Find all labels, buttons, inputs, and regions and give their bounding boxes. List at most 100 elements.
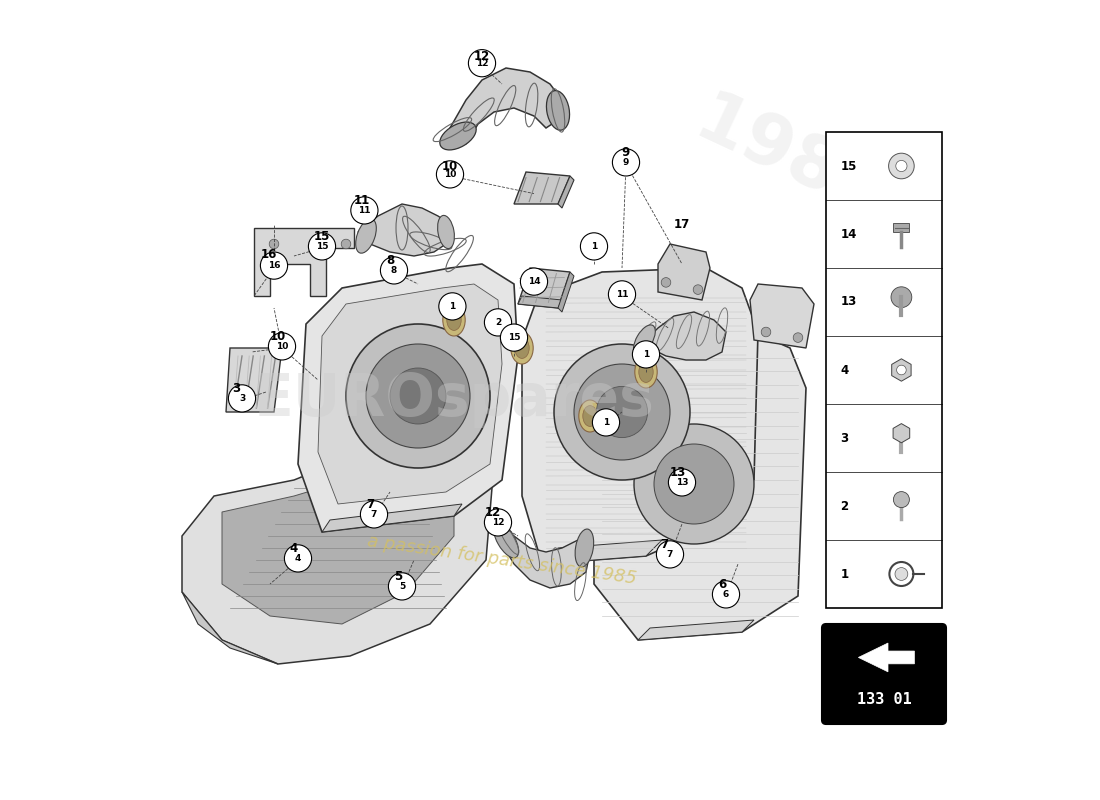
Circle shape — [390, 368, 446, 424]
Polygon shape — [558, 272, 574, 312]
Circle shape — [761, 327, 771, 337]
Polygon shape — [182, 592, 278, 664]
Text: 16: 16 — [267, 261, 280, 270]
Polygon shape — [222, 448, 454, 624]
Circle shape — [896, 365, 906, 374]
Circle shape — [895, 160, 908, 172]
Ellipse shape — [440, 122, 476, 150]
Text: 3: 3 — [239, 394, 245, 403]
Text: 8: 8 — [390, 266, 397, 275]
Text: 3: 3 — [232, 382, 241, 394]
Circle shape — [669, 469, 695, 496]
Circle shape — [285, 545, 311, 572]
Text: 7: 7 — [660, 538, 669, 550]
Ellipse shape — [583, 406, 597, 426]
Polygon shape — [322, 504, 462, 532]
Text: 2: 2 — [840, 499, 848, 513]
Text: 1: 1 — [449, 302, 455, 311]
Text: 1: 1 — [840, 567, 848, 581]
Circle shape — [891, 286, 912, 307]
Ellipse shape — [634, 325, 656, 355]
Ellipse shape — [547, 90, 570, 130]
Text: 14: 14 — [528, 277, 540, 286]
Circle shape — [520, 268, 548, 295]
Text: 4: 4 — [840, 363, 849, 377]
Ellipse shape — [355, 219, 376, 253]
Text: 11: 11 — [359, 206, 371, 215]
Polygon shape — [522, 268, 758, 564]
Text: 15: 15 — [314, 230, 330, 242]
Circle shape — [437, 161, 463, 188]
Ellipse shape — [510, 332, 534, 364]
Circle shape — [268, 333, 296, 360]
Text: 13: 13 — [840, 295, 857, 309]
Text: 8: 8 — [386, 254, 394, 266]
Text: EUROspares: EUROspares — [254, 371, 654, 429]
Text: 17: 17 — [674, 218, 690, 230]
Ellipse shape — [635, 356, 657, 388]
Text: 15: 15 — [508, 333, 520, 342]
Circle shape — [388, 573, 416, 600]
Polygon shape — [892, 358, 911, 382]
Ellipse shape — [639, 362, 653, 382]
Circle shape — [657, 541, 683, 568]
Circle shape — [596, 386, 648, 438]
Text: 12: 12 — [474, 50, 491, 62]
Text: 6: 6 — [718, 578, 726, 590]
Text: 15: 15 — [316, 242, 328, 251]
Polygon shape — [518, 296, 562, 308]
Circle shape — [608, 281, 636, 308]
Circle shape — [484, 509, 512, 536]
Circle shape — [261, 252, 287, 279]
Circle shape — [346, 324, 490, 468]
Polygon shape — [893, 424, 910, 443]
Circle shape — [613, 149, 639, 176]
Circle shape — [270, 239, 278, 249]
Circle shape — [889, 154, 914, 178]
Circle shape — [366, 344, 470, 448]
Ellipse shape — [443, 304, 465, 336]
Text: 9: 9 — [621, 146, 630, 158]
Circle shape — [229, 385, 255, 412]
Ellipse shape — [575, 529, 594, 567]
Text: a passion for parts since 1985: a passion for parts since 1985 — [366, 532, 638, 588]
Text: 10: 10 — [276, 342, 288, 351]
Circle shape — [893, 491, 910, 508]
Text: 7: 7 — [667, 550, 673, 559]
Text: 13: 13 — [670, 466, 686, 478]
Polygon shape — [514, 172, 570, 204]
Text: 4: 4 — [295, 554, 301, 563]
Text: 12: 12 — [484, 506, 500, 518]
Polygon shape — [450, 68, 562, 144]
Circle shape — [469, 50, 496, 77]
Polygon shape — [658, 244, 710, 300]
Circle shape — [793, 333, 803, 342]
Text: 2: 2 — [495, 318, 502, 327]
Text: 12: 12 — [492, 518, 504, 527]
Circle shape — [713, 581, 739, 608]
Circle shape — [574, 364, 670, 460]
Polygon shape — [558, 176, 574, 208]
Text: 16: 16 — [261, 248, 276, 261]
Text: 6: 6 — [723, 590, 729, 599]
Ellipse shape — [494, 522, 518, 558]
Circle shape — [632, 341, 660, 368]
Polygon shape — [502, 536, 590, 588]
Polygon shape — [638, 620, 754, 640]
Polygon shape — [298, 264, 518, 532]
Circle shape — [439, 293, 466, 320]
Circle shape — [341, 239, 351, 249]
Circle shape — [693, 285, 703, 294]
Circle shape — [500, 324, 528, 351]
Polygon shape — [542, 540, 662, 564]
Text: 10: 10 — [270, 330, 286, 342]
Ellipse shape — [447, 310, 461, 330]
Polygon shape — [254, 228, 354, 296]
Circle shape — [661, 278, 671, 287]
Circle shape — [351, 197, 378, 224]
Circle shape — [654, 444, 734, 524]
Circle shape — [593, 409, 619, 436]
Ellipse shape — [438, 215, 454, 249]
Polygon shape — [750, 284, 814, 348]
Polygon shape — [858, 643, 914, 672]
